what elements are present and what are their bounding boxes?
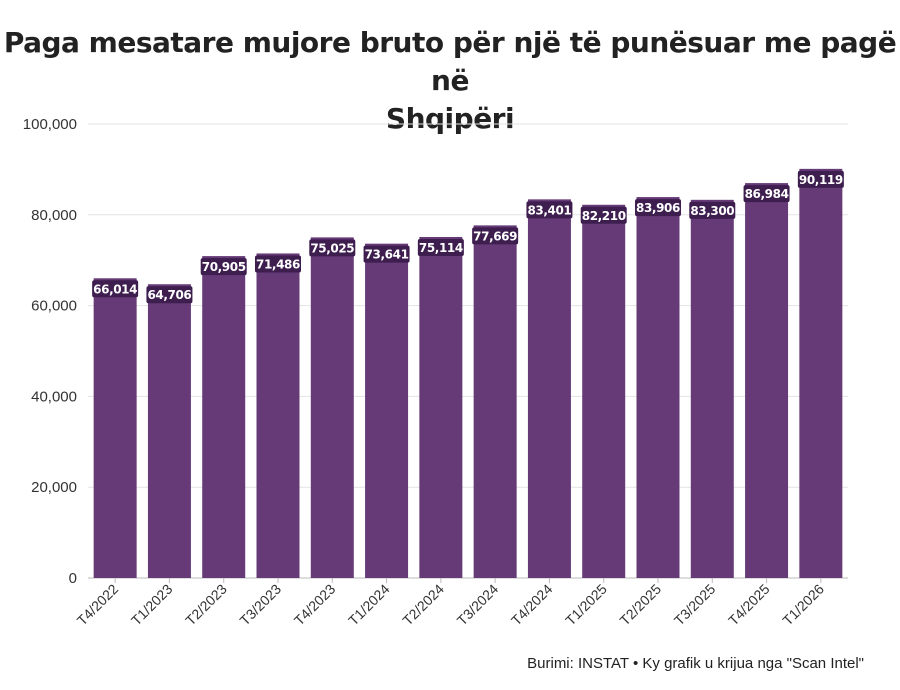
- x-tick-label: T1/2025: [562, 581, 610, 629]
- bar: [419, 236, 463, 579]
- value-label-background: [255, 255, 301, 273]
- bar: [365, 243, 409, 578]
- value-label-background: [309, 239, 356, 257]
- value-label-background: [580, 206, 627, 224]
- x-tick-label: T4/2025: [725, 581, 773, 629]
- x-tick-label: T3/2024: [454, 581, 502, 629]
- x-tick-label: T1/2026: [779, 581, 827, 629]
- value-label-background: [417, 238, 464, 256]
- value-label-background: [689, 201, 736, 219]
- y-tick-label: 20,000: [31, 479, 77, 496]
- y-tick-label: 80,000: [31, 207, 77, 224]
- bar: [202, 256, 246, 578]
- value-label-background: [200, 258, 247, 276]
- chart-title-line-2: Shqipëri: [385, 102, 515, 135]
- bar: [582, 204, 626, 578]
- value-label: 66,014: [93, 282, 137, 296]
- value-label: 73,641: [365, 248, 409, 262]
- value-label: 83,401: [527, 203, 571, 217]
- value-label: 75,025: [310, 241, 354, 255]
- y-tick-label: 100,000: [23, 116, 77, 133]
- value-label: 77,669: [473, 229, 517, 243]
- bar: [310, 237, 354, 578]
- value-label: 83,906: [636, 201, 680, 215]
- source-note: Burimi: INSTAT • Ky grafik u krijua nga …: [527, 655, 864, 672]
- x-tick-label: T2/2025: [616, 581, 664, 629]
- x-tick-label: T4/2022: [74, 581, 122, 629]
- value-label-background: [526, 201, 573, 219]
- value-label: 70,905: [202, 260, 246, 274]
- value-label: 75,114: [419, 241, 463, 255]
- value-label-background: [472, 227, 519, 245]
- value-label: 64,706: [147, 288, 191, 302]
- bar: [256, 253, 300, 579]
- value-label-background: [363, 245, 410, 263]
- value-label: 71,486: [256, 257, 300, 271]
- value-label: 82,210: [582, 209, 626, 223]
- value-label-background: [146, 286, 193, 304]
- bar: [690, 199, 734, 578]
- value-label-background: [797, 170, 844, 188]
- bar: [527, 199, 571, 578]
- value-label-background: [635, 199, 681, 217]
- x-tick-label: T2/2024: [399, 581, 447, 629]
- bar: [636, 197, 680, 578]
- y-tick-label: 60,000: [31, 298, 77, 315]
- bar: [93, 278, 137, 578]
- y-tick-label: 40,000: [31, 388, 77, 405]
- bar: [799, 168, 843, 578]
- x-tick-label: T1/2023: [128, 581, 176, 629]
- bar: [745, 183, 789, 578]
- value-label-background: [743, 185, 790, 203]
- bar: [147, 284, 191, 578]
- x-tick-label: T3/2025: [671, 581, 719, 629]
- x-tick-label: T4/2024: [508, 581, 556, 629]
- value-label: 90,119: [799, 173, 843, 187]
- y-tick-label: 0: [69, 570, 77, 587]
- bar: [473, 225, 517, 578]
- x-tick-label: T4/2023: [291, 581, 339, 629]
- x-tick-label: T2/2023: [182, 581, 230, 629]
- value-label-background: [92, 280, 139, 298]
- value-label: 83,300: [690, 204, 734, 218]
- value-label: 86,984: [745, 187, 789, 201]
- chart-title-line-1: Paga mesatare mujore bruto për një të pu…: [3, 26, 897, 97]
- x-tick-label: T3/2023: [236, 581, 284, 629]
- x-tick-label: T1/2024: [345, 581, 393, 629]
- chart-title: Paga mesatare mujore bruto për një të pu…: [0, 24, 900, 138]
